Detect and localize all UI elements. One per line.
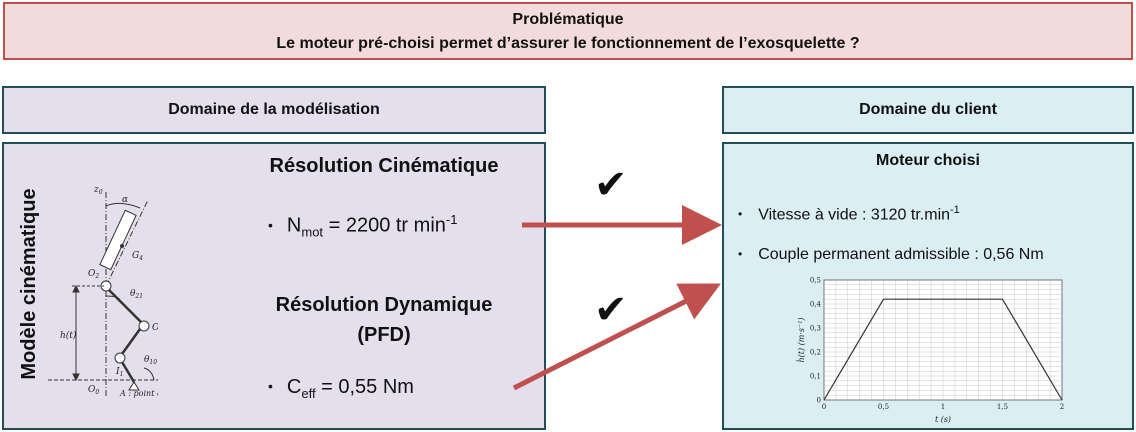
chart-y-label: ḣ(t) (m·s⁻¹) bbox=[797, 317, 806, 362]
problem-box: Problématique Le moteur pré-choisi perme… bbox=[3, 2, 1133, 60]
nmot-bullet: • Nmot = 2200 tr min-1 bbox=[268, 212, 458, 240]
alpha-label: α bbox=[122, 195, 128, 205]
speed-checkmark: ✔ bbox=[594, 162, 628, 208]
chosen-motor-title: Moteur choisi bbox=[875, 152, 980, 169]
chart-x-tick-label: 2 bbox=[1060, 403, 1064, 411]
g4-label: G4 bbox=[132, 251, 143, 262]
kinematic-model-label: Modèle cinématique bbox=[18, 188, 40, 380]
o0-label: O0 bbox=[88, 385, 99, 396]
i1-label: I1 bbox=[115, 367, 123, 378]
velocity-series-line bbox=[823, 298, 1063, 401]
velocity-profile-chart: 0 0,5 1 1,5 2 0 0,1 0,2 0,3 0,4 0,5 t (s) ḣ(t) (m·… bbox=[797, 277, 1064, 425]
theta21-label: θ21 bbox=[130, 289, 143, 300]
chart-y-tick-label: 0 bbox=[817, 397, 821, 405]
model-domain-header: Domaine de la modélisation bbox=[2, 86, 546, 134]
chart-x-tick-label: 0,5 bbox=[878, 403, 889, 411]
alpha-arc bbox=[105, 202, 141, 209]
z0-label: z0 bbox=[93, 185, 103, 196]
chart-x-tick-label: 1 bbox=[941, 403, 945, 411]
theta10-arc bbox=[143, 367, 155, 381]
cinematic-resolution-title: Résolution Cinématique bbox=[269, 155, 499, 177]
a-point-label: A : point c bbox=[119, 389, 158, 398]
joint-i1 bbox=[114, 352, 126, 364]
theta21-arc bbox=[105, 295, 121, 301]
torque-arrow bbox=[512, 283, 721, 391]
chart-y-tick-label: 0,5 bbox=[810, 277, 821, 285]
chart-y-tick-label: 0,3 bbox=[810, 325, 821, 333]
ceff-bullet: • Ceff = 0,55 Nm bbox=[268, 376, 414, 401]
h-label: h(t) bbox=[60, 330, 77, 341]
o1-label: O1 bbox=[152, 323, 158, 334]
contact-point-a bbox=[128, 381, 140, 391]
theta10-label: θ10 bbox=[144, 355, 157, 366]
chart-x-tick-label: 1,5 bbox=[997, 403, 1008, 411]
kinematic-diagram: z0 α G4 O2 θ21 O1 h(t) θ10 I1 O0 A : poi… bbox=[48, 185, 158, 398]
connector-arrows bbox=[512, 205, 722, 391]
joint-o1 bbox=[138, 320, 150, 332]
link-4 bbox=[99, 209, 137, 271]
dynamic-resolution-title: Résolution Dynamique (PFD) bbox=[275, 294, 493, 346]
o2-label: O2 bbox=[88, 269, 99, 280]
inclined-axis bbox=[105, 199, 149, 287]
problem-question: Le moteur pré-choisi permet d’assurer le… bbox=[276, 35, 860, 52]
client-domain-header: Domaine du client bbox=[722, 86, 1134, 134]
problem-title: Problématique bbox=[512, 11, 624, 28]
chart-y-tick-label: 0,4 bbox=[810, 301, 822, 309]
torque-checkmark: ✔ bbox=[594, 287, 628, 333]
chart-x-label: t (s) bbox=[935, 415, 951, 424]
chart-y-tick-label: 0,1 bbox=[810, 373, 821, 381]
torque-spec: • Couple permanent admissible : 0,56 Nm bbox=[738, 246, 1044, 263]
joint-o2 bbox=[100, 280, 112, 292]
chart-y-tick-label: 0,2 bbox=[810, 349, 821, 357]
chart-x-tick-label: 0 bbox=[822, 403, 826, 411]
speed-spec: • Vitesse à vide : 3120 tr.min-1 bbox=[738, 204, 960, 224]
